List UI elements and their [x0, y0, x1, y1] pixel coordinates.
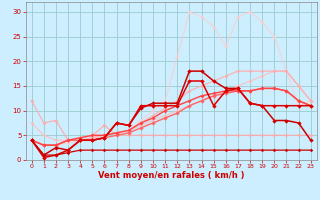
- X-axis label: Vent moyen/en rafales ( km/h ): Vent moyen/en rafales ( km/h ): [98, 171, 244, 180]
